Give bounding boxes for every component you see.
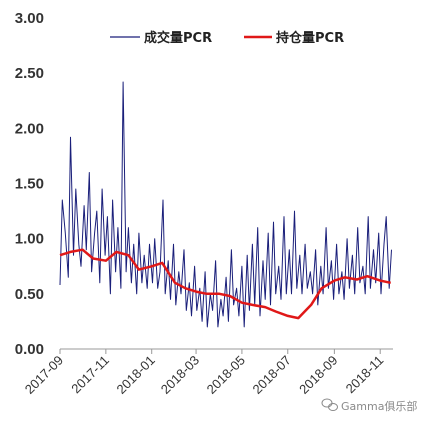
series-layer — [59, 81, 392, 328]
series-open-interest-pcr-line — [59, 248, 391, 320]
y-tick-label: 1.50 — [15, 176, 44, 193]
x-tick-label: 2018-07 — [250, 353, 294, 397]
legend: 成交量PCR 持仓量PCR — [110, 30, 344, 46]
watermark-text: Gamma俱乐部 — [341, 399, 417, 413]
x-tick-label: 2018-09 — [296, 353, 340, 397]
y-tick-label: 2.00 — [15, 120, 44, 137]
y-tick-label: 3.00 — [15, 10, 44, 27]
legend-label-volume: 成交量PCR — [144, 30, 212, 46]
legend-item-open-interest: 持仓量PCR — [244, 30, 344, 46]
y-tick-label: 0.50 — [15, 286, 44, 303]
legend-label-open-interest: 持仓量PCR — [276, 30, 344, 46]
x-axis: 2017-09 2017-11 2018-01 2018-03 2018-05 2018-… — [22, 348, 393, 397]
series-volume-pcr-line — [59, 81, 392, 328]
legend-item-volume: 成交量PCR — [110, 30, 212, 46]
x-tick-label: 2018-01 — [113, 353, 157, 397]
x-tick-label: 2018-05 — [204, 353, 248, 397]
watermark: Gamma俱乐部 — [321, 398, 417, 413]
y-tick-label: 0.00 — [15, 341, 44, 358]
x-tick-label: 2018-03 — [158, 353, 202, 397]
x-tick-label: 2018-11 — [343, 353, 387, 397]
y-tick-label: 1.00 — [15, 231, 44, 248]
y-tick-label: 2.50 — [15, 65, 44, 82]
x-tick-label: 2017-11 — [68, 353, 112, 397]
y-axis: 0.00 0.50 1.00 1.50 2.00 2.50 3.00 — [15, 10, 44, 358]
x-tick-label: 2017-09 — [22, 353, 66, 397]
wechat-icon — [321, 398, 338, 411]
